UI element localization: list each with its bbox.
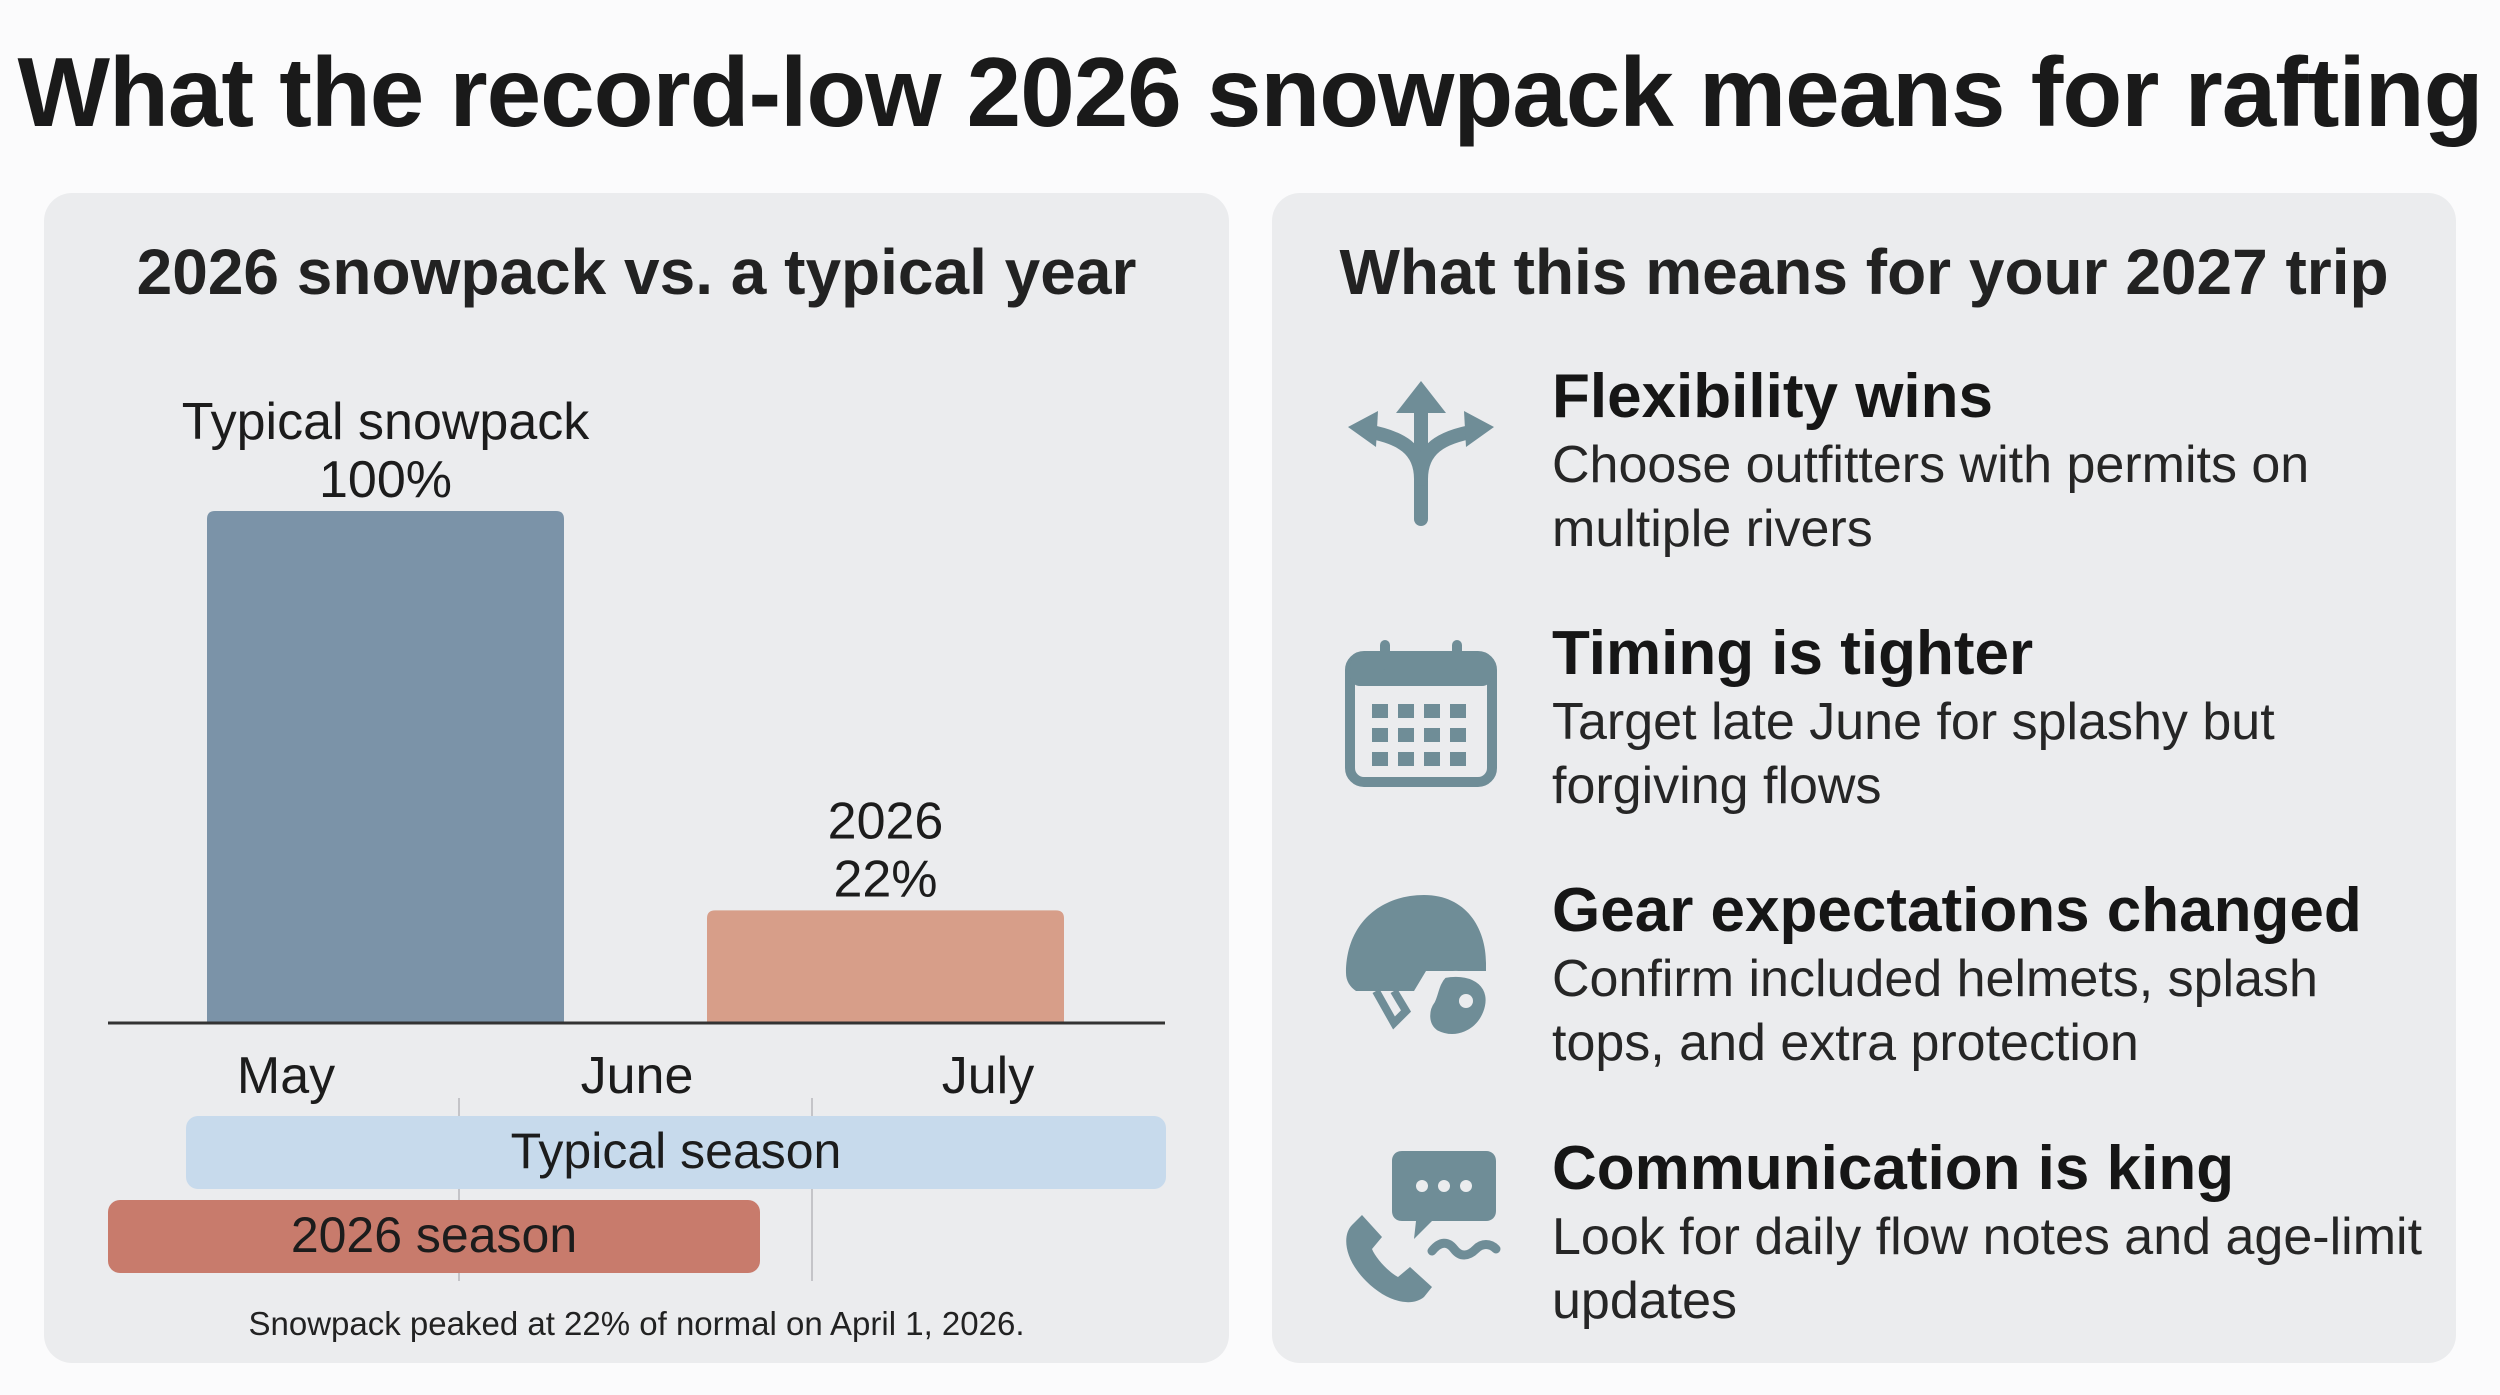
advice-item-flexibility: Flexibility wins Choose outfitters with … [1272, 361, 2456, 591]
advice-body: Confirm included helmets, splash tops, a… [1552, 950, 2318, 1072]
advice-body: Look for daily flow notes and age-limit … [1552, 1208, 2423, 1330]
calendar-icon [1345, 640, 1497, 787]
month-label: July [942, 1047, 1034, 1105]
typical-season-label: Typical season [511, 1123, 842, 1179]
bar-0 [207, 511, 564, 1023]
advice-body: Target late June for splashy but forgivi… [1552, 693, 2275, 815]
typical-season-bar [186, 1116, 1166, 1189]
month-label: June [581, 1047, 694, 1105]
advice-title: What this means for your 2027 trip [1339, 236, 2389, 308]
split-arrows-icon [1348, 381, 1494, 526]
page-title: What the record-low 2026 snowpack means … [17, 37, 2484, 147]
bar-category-label: 2026 [828, 792, 944, 850]
advice-heading: Gear expectations changed [1552, 876, 2362, 945]
advice-item-gear: Gear expectations changed Confirm includ… [1272, 875, 2456, 1105]
season-2026-bar [108, 1200, 760, 1273]
advice-item-timing: Timing is tighter Target late June for s… [1272, 618, 2456, 848]
advice-heading: Timing is tighter [1552, 619, 2034, 688]
advice-heading: Communication is king [1552, 1134, 2235, 1203]
chart-title: 2026 snowpack vs. a typical year [136, 236, 1137, 308]
chart-footnote: Snowpack peaked at 22% of normal on Apri… [248, 1305, 1025, 1342]
season-2026-label: 2026 season [291, 1207, 577, 1263]
trip-advice-panel: What this means for your 2027 trip Flexi… [1272, 193, 2456, 1363]
bar-1 [707, 910, 1064, 1023]
bar-value-label: 22% [833, 850, 937, 908]
snowpack-chart-panel: 2026 snowpack vs. a typical year Typical… [44, 193, 1229, 1363]
phone-chat-icon [1346, 1151, 1501, 1303]
month-label: May [237, 1047, 335, 1105]
advice-heading: Flexibility wins [1552, 362, 1993, 431]
advice-item-communication: Communication is king Look for daily flo… [1272, 1133, 2456, 1363]
advice-body: Choose outfitters with permits on multip… [1552, 436, 2310, 558]
bar-category-label: Typical snowpack [182, 393, 591, 451]
helmet-icon [1346, 895, 1492, 1040]
bar-value-label: 100% [319, 451, 452, 509]
